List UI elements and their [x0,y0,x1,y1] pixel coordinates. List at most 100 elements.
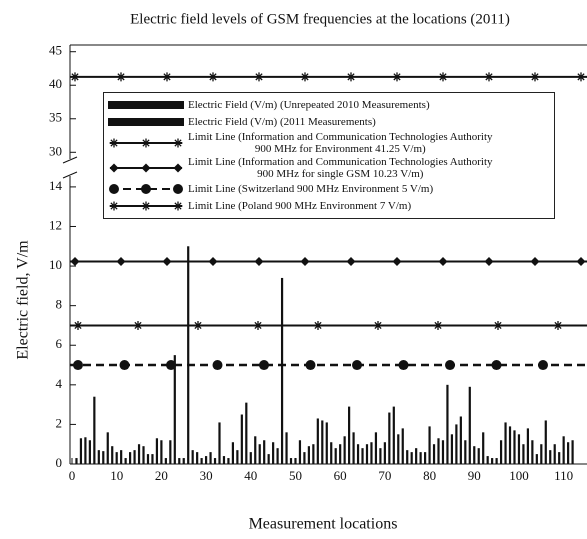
bar [526,428,529,464]
bar [348,406,351,464]
legend-swatch [109,201,183,211]
legend-entry: Limit Line (Switzerland 900 MHz Environm… [104,181,554,197]
bar [361,448,364,464]
bar [115,452,118,464]
marker [162,72,172,82]
bar [352,432,355,464]
axis-break [62,156,78,164]
axis-break [62,171,78,179]
x-tick-label: 30 [200,468,213,483]
legend-label: Electric Field (V/m) (2011 Measurements) [188,116,376,128]
legend: Electric Field (V/m) (Unrepeated 2010 Me… [103,92,555,219]
bar [406,450,409,464]
marker [109,138,119,148]
y-tick-label: 35 [49,110,62,125]
bar [450,434,454,464]
bar [379,448,382,464]
bar [164,458,167,464]
marker [493,320,503,330]
bar [196,452,199,464]
bar [213,458,217,464]
bar [392,406,395,464]
bar [102,451,105,464]
marker [576,257,586,267]
legend-label: Electric Field (V/m) (Unrepeated 2010 Me… [188,99,430,111]
bar [298,440,302,464]
marker [254,72,264,82]
bar [200,458,203,464]
marker [254,257,264,267]
marker [73,360,83,371]
bar [182,458,185,464]
bar [325,422,328,464]
marker [313,320,323,330]
bar [567,442,570,464]
legend-entry: Limit Line (Information and Communicatio… [104,131,554,155]
x-tick-label: 110 [554,468,573,483]
bar [441,440,445,464]
bar [142,446,145,464]
legend-bar [108,101,184,109]
bar [160,440,163,464]
marker [300,257,310,267]
bar [111,446,114,464]
bar [343,436,346,464]
bar [553,444,556,464]
marker [141,138,151,148]
x-tick-label: 50 [289,468,302,483]
bar [240,414,243,464]
bar [120,450,123,464]
bar [437,438,440,464]
y-tick-label: 10 [49,257,62,272]
marker [484,257,494,267]
marker [208,72,218,82]
marker [538,360,548,371]
bar [540,444,543,464]
legend-label: Limit Line (Poland 900 MHz Environment 7… [188,200,412,212]
bar [504,422,507,464]
y-tick-label: 12 [49,217,62,232]
bar [549,450,552,464]
bar [415,448,418,464]
bar [307,446,310,464]
bar [491,458,494,464]
y-tick-label: 0 [56,455,63,470]
bar [303,452,306,464]
bar [178,458,181,464]
legend-bar [108,118,184,126]
bar [397,434,400,464]
bar [535,454,538,464]
bar [272,442,275,464]
bar [365,444,369,464]
bar [459,416,462,464]
bar [263,440,266,464]
bar [173,355,176,464]
marker [438,257,448,267]
marker [530,257,540,267]
bar [531,440,534,464]
bar [124,458,127,464]
marker [173,163,183,173]
bar [571,440,574,464]
bar [455,424,458,464]
bar [464,440,467,464]
legend-swatch [108,101,184,109]
bar [513,430,516,464]
marker [109,163,119,173]
bar [383,442,386,464]
bar [222,456,226,464]
marker [133,320,143,330]
marker [576,72,586,82]
bar [79,438,83,464]
x-tick-label: 40 [244,468,257,483]
bar [155,438,159,464]
bar [75,458,78,464]
bar [151,454,154,464]
bar [254,436,257,464]
bar [370,442,373,464]
marker [392,72,402,82]
legend-entry: Limit Line (Information and Communicatio… [104,156,554,180]
bar [486,456,489,464]
marker [346,72,356,82]
